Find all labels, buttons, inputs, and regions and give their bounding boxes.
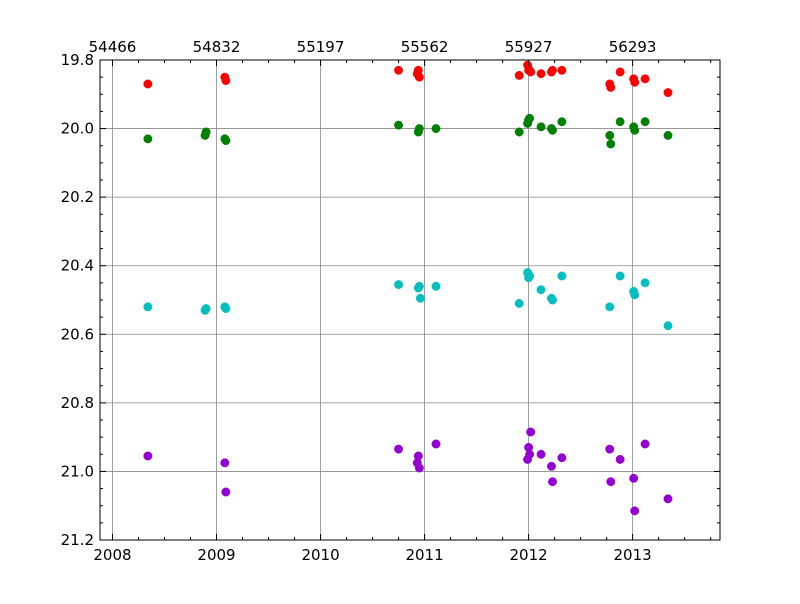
- y-tick-label: 21.0: [61, 462, 94, 480]
- data-point: [630, 290, 640, 300]
- data-point: [525, 449, 535, 459]
- data-point: [143, 302, 153, 312]
- data-point: [525, 113, 535, 123]
- y-tick-label: 20.2: [61, 188, 94, 206]
- x-tick-label: 2010: [301, 546, 339, 564]
- data-point: [606, 82, 616, 92]
- data-point: [615, 454, 625, 464]
- data-point: [431, 281, 441, 291]
- top-tick-label: 55562: [401, 38, 449, 56]
- data-point: [394, 280, 404, 290]
- data-point: [557, 117, 567, 127]
- data-point: [431, 124, 441, 134]
- data-point: [414, 124, 424, 134]
- data-point: [514, 298, 524, 308]
- axis-ticks: [100, 59, 720, 541]
- data-point: [630, 125, 640, 135]
- data-point: [663, 130, 673, 140]
- data-point: [663, 88, 673, 98]
- data-point: [640, 74, 650, 84]
- data-point: [514, 127, 524, 137]
- x-tick-label: 2012: [509, 546, 547, 564]
- data-point: [220, 458, 230, 468]
- data-point: [536, 449, 546, 459]
- data-point: [548, 125, 557, 135]
- x-tick-label: 2009: [197, 546, 235, 564]
- top-tick-label: 54832: [193, 38, 241, 56]
- y-tick-label: 20.6: [61, 325, 94, 343]
- data-point: [414, 281, 424, 291]
- data-point: [548, 65, 557, 75]
- data-point: [221, 76, 231, 86]
- y-tick-label: 21.2: [61, 531, 94, 549]
- data-point: [394, 65, 404, 75]
- data-point: [536, 122, 546, 132]
- y-tick-label: 20.4: [61, 257, 94, 275]
- data-point: [536, 285, 546, 295]
- data-point: [414, 463, 424, 473]
- y-tick-label: 19.8: [61, 51, 94, 69]
- top-tick-label: 56293: [609, 38, 657, 56]
- data-point: [548, 295, 557, 305]
- grid-lines: [100, 60, 720, 540]
- data-point: [394, 120, 404, 130]
- data-point: [201, 304, 211, 314]
- data-point: [605, 444, 615, 454]
- data-point: [201, 127, 211, 137]
- data-point: [221, 136, 231, 146]
- top-tick-label: 55927: [505, 38, 553, 56]
- data-point: [605, 130, 615, 140]
- y-tick-label: 20.8: [61, 394, 94, 412]
- data-point: [536, 69, 546, 79]
- data-point: [514, 70, 524, 80]
- data-point: [557, 271, 567, 281]
- data-point: [615, 117, 625, 127]
- data-point: [525, 271, 535, 281]
- data-point: [394, 444, 404, 454]
- data-point: [630, 506, 640, 516]
- data-point: [414, 72, 424, 82]
- data-point: [630, 77, 640, 87]
- data-point: [221, 487, 231, 497]
- x-tick-label: 2008: [93, 546, 131, 564]
- top-tick-label: 55197: [297, 38, 345, 56]
- data-point: [413, 451, 423, 461]
- data-point: [548, 477, 557, 487]
- data-point: [606, 139, 616, 149]
- x-tick-label: 2011: [405, 546, 443, 564]
- data-point: [629, 473, 639, 483]
- plot-frame: [99, 59, 721, 541]
- data-point: [615, 67, 625, 77]
- data-point: [663, 321, 673, 331]
- y-tick-label: 20.0: [61, 120, 94, 138]
- data-point: [547, 461, 556, 471]
- data-point: [640, 278, 650, 288]
- top-tick-label: 54466: [89, 38, 137, 56]
- data-point: [557, 453, 567, 463]
- data-point: [431, 439, 441, 449]
- tick-labels: 2008 2009 2010 2011 2012 2013 54466 54832 55197 5…: [61, 38, 657, 564]
- x-tick-label: 2013: [614, 546, 652, 564]
- data-point: [557, 65, 567, 75]
- data-point: [526, 67, 536, 77]
- data-point: [526, 427, 536, 437]
- data-point: [415, 293, 425, 303]
- data-point: [221, 304, 231, 314]
- data-point: [615, 271, 625, 281]
- data-point: [143, 451, 153, 461]
- data-point: [143, 134, 153, 144]
- data-point: [143, 79, 153, 89]
- data-point: [640, 439, 650, 449]
- data-points: [143, 60, 673, 516]
- data-point: [663, 494, 673, 504]
- data-point: [606, 477, 616, 487]
- data-point: [640, 117, 650, 127]
- data-point: [605, 302, 615, 312]
